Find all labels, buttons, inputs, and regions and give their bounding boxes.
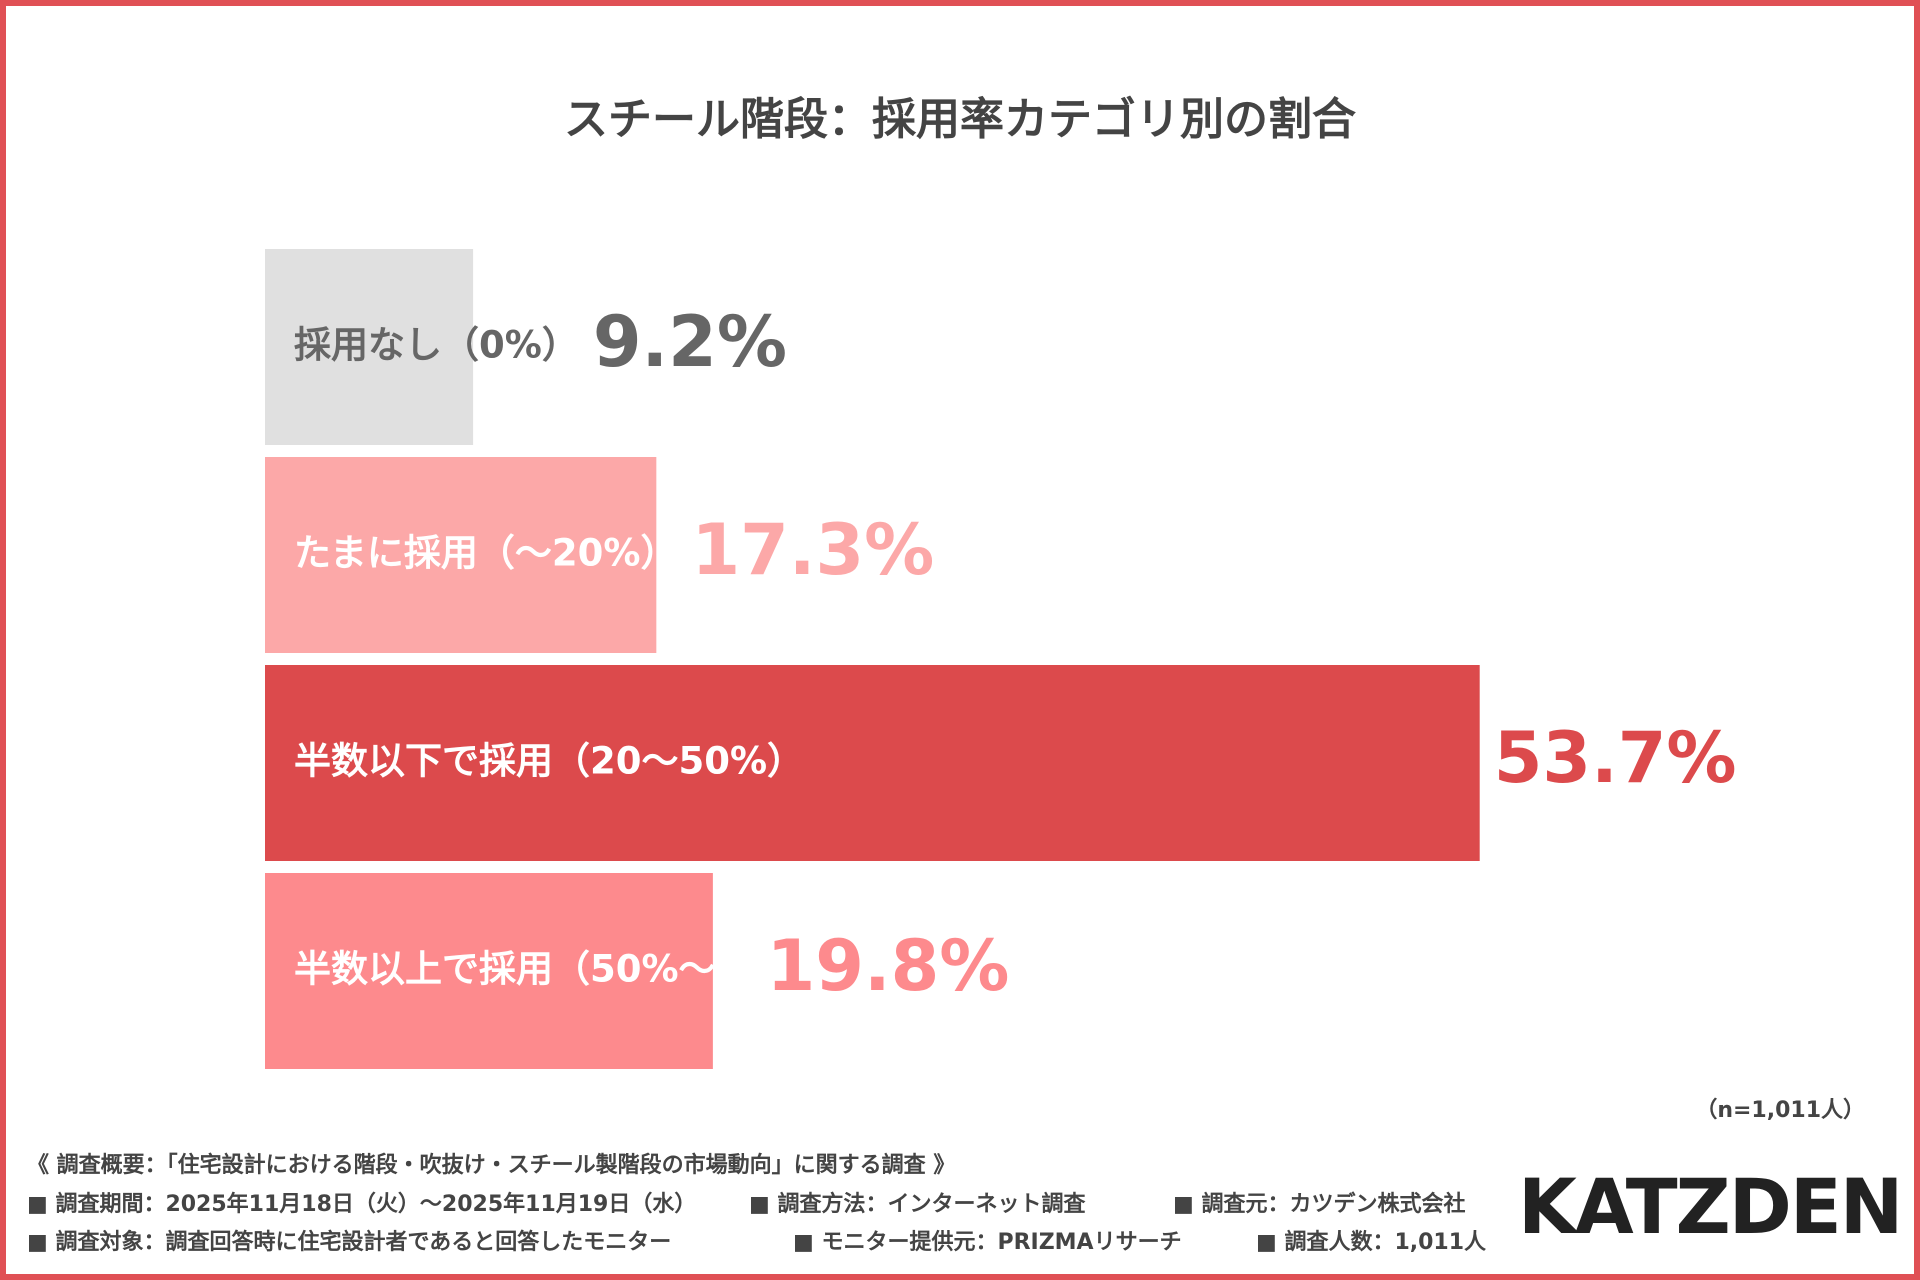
chart-title: スチール階段：採用率カテゴリ別の割合 [564, 94, 1356, 145]
value-label: 53.7% [1494, 717, 1737, 799]
category-label: 半数以上で採用（50%〜） [294, 948, 753, 991]
bar [265, 457, 657, 653]
survey-item: ■ 調査元：カツデン株式会社 [1173, 1191, 1465, 1217]
survey-item: ■ 調査対象：調査回答時に住宅設計者であると回答したモニター [27, 1229, 671, 1255]
category-label: 採用なし（0%） [294, 324, 579, 367]
survey-item: ■ 調査期間：2025年11月18日（火）〜2025年11月19日（水） [27, 1191, 696, 1217]
sample-note: （n=1,011人） [1695, 1098, 1865, 1123]
value-label: 19.8% [767, 925, 1010, 1007]
value-label: 17.3% [691, 509, 934, 591]
bar [265, 249, 474, 445]
survey-item: ■ モニター提供元：PRIZMAリサーチ [793, 1229, 1182, 1255]
survey-item: ■ 調査方法：インターネット調査 [749, 1191, 1086, 1217]
category-label: たまに採用（〜20%） [294, 532, 677, 575]
survey-heading: 《 調査概要：「住宅設計における階段・吹抜け・スチール製階段の市場動向」に関する… [27, 1152, 955, 1178]
category-label: 半数以下で採用（20〜50%） [294, 740, 804, 783]
value-label: 9.2% [593, 301, 787, 383]
survey-item: ■ 調査人数：1,011人 [1256, 1229, 1486, 1255]
bar [265, 665, 1480, 861]
bar [265, 873, 713, 1069]
logo: KATZDEN [1518, 1162, 1901, 1251]
